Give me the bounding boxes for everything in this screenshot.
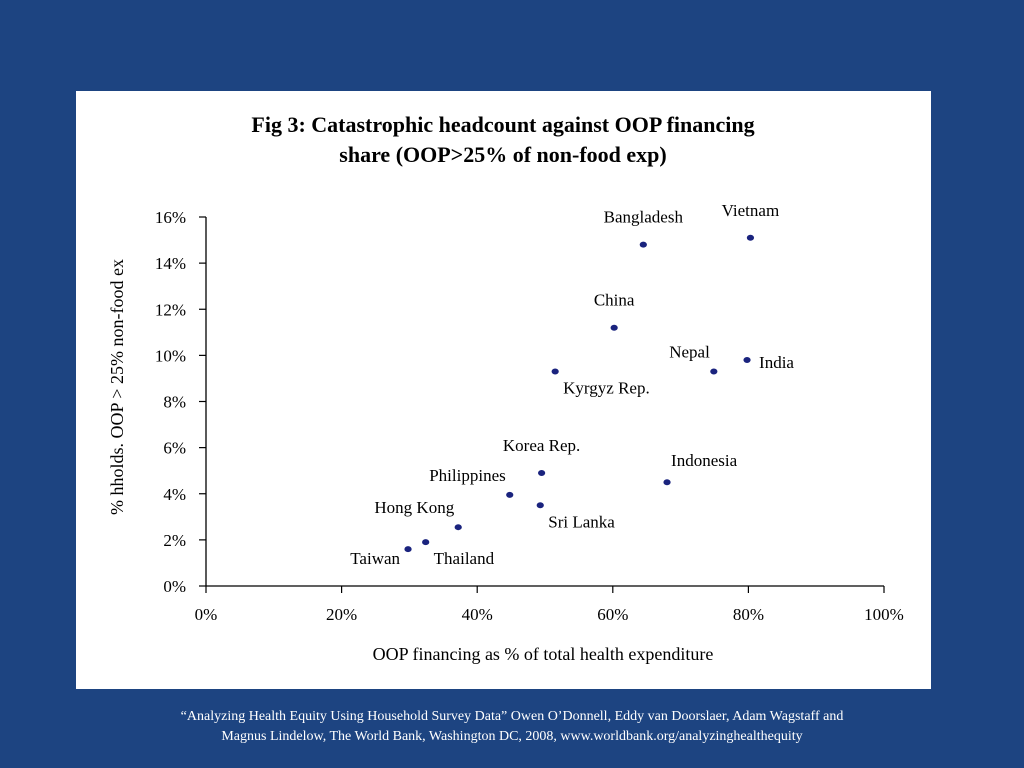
data-point <box>506 491 514 498</box>
x-tick-label: 100% <box>864 605 904 624</box>
data-point <box>422 539 430 546</box>
x-axis-title: OOP financing as % of total health expen… <box>373 644 714 664</box>
x-tick-label: 60% <box>597 605 628 624</box>
point-label: India <box>759 353 794 372</box>
point-label: Kyrgyz Rep. <box>563 379 650 398</box>
point-label: China <box>594 291 635 310</box>
chart-title-line-2: share (OOP>25% of non-food exp) <box>339 142 666 167</box>
x-tick-label: 20% <box>326 605 357 624</box>
y-tick-label: 0% <box>163 577 186 596</box>
caption-line-1: “Analyzing Health Equity Using Household… <box>180 709 844 724</box>
tick-labels: 0% 2% 4% 6% 8% 10% 12% 14% 16% 0% 20% 40% 60% 80% 100% <box>155 208 904 624</box>
point-label: Hong Kong <box>374 498 454 517</box>
point-label: Korea Rep. <box>503 436 580 455</box>
y-axis-title: % hholds. OOP > 25% non-food ex <box>107 259 127 515</box>
y-tick-label: 8% <box>163 393 186 412</box>
axes <box>199 216 885 593</box>
x-tick-label: 80% <box>733 605 764 624</box>
y-tick-label: 6% <box>163 439 186 458</box>
data-point <box>538 469 546 476</box>
data-point <box>743 356 751 363</box>
point-label: Thailand <box>434 549 495 568</box>
y-tick-label: 14% <box>155 254 186 273</box>
point-label: Nepal <box>669 343 710 362</box>
point-label: Philippines <box>429 466 506 485</box>
data-point <box>663 479 671 486</box>
y-tick-label: 2% <box>163 531 186 550</box>
data-point <box>536 502 544 509</box>
data-point <box>710 368 718 375</box>
scatter-chart: Fig 3: Catastrophic headcount against OO… <box>107 112 904 664</box>
point-label: Vietnam <box>722 201 780 220</box>
data-point <box>454 524 462 531</box>
x-tick-label: 40% <box>462 605 493 624</box>
data-point <box>610 324 618 331</box>
data-point <box>404 546 412 553</box>
y-tick-label: 16% <box>155 208 186 227</box>
data-points: Bangladesh Vietnam China Nepal India Kyrgyz R… <box>350 201 794 568</box>
y-tick-label: 12% <box>155 300 186 319</box>
data-point <box>746 234 755 241</box>
caption-line-2: Magnus Lindelow, The World Bank, Washing… <box>221 729 803 744</box>
data-point <box>551 368 559 375</box>
point-label: Bangladesh <box>604 208 684 227</box>
x-tick-label: 0% <box>195 605 218 624</box>
point-label: Taiwan <box>350 549 400 568</box>
point-label: Indonesia <box>671 451 738 470</box>
y-tick-label: 10% <box>155 346 186 365</box>
source-caption: “Analyzing Health Equity Using Household… <box>60 707 964 747</box>
point-label: Sri Lanka <box>548 512 615 531</box>
chart-title-line-1: Fig 3: Catastrophic headcount against OO… <box>251 112 754 137</box>
y-tick-label: 4% <box>163 485 186 504</box>
data-point <box>639 241 647 248</box>
chart-panel: Fig 3: Catastrophic headcount against OO… <box>76 91 931 689</box>
